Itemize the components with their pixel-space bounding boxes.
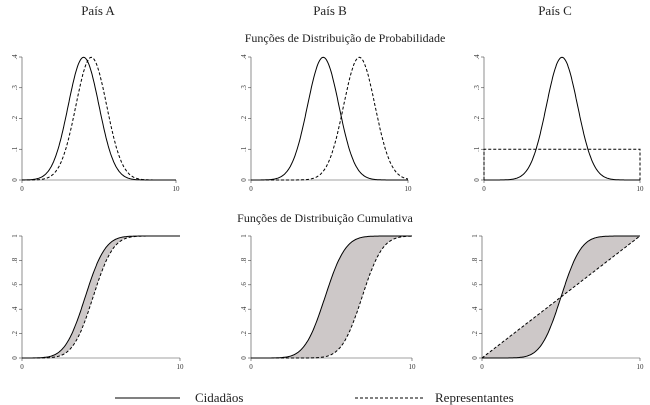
panel-1: 0 .1 .2 .3 .4 0 10 bbox=[11, 54, 180, 193]
y-tick-label: 0 bbox=[240, 178, 248, 182]
x-tick-label: 0 bbox=[482, 185, 486, 193]
x-tick-label: 0 bbox=[249, 185, 253, 193]
cdf-gap-area bbox=[22, 236, 180, 358]
cdf-gap-area bbox=[251, 236, 412, 358]
series-cidadaos bbox=[21, 56, 176, 181]
y-tick-label: .4 bbox=[473, 54, 481, 60]
y-tick-label: .4 bbox=[471, 306, 479, 312]
column-title-c: País C bbox=[538, 3, 572, 18]
panel-5: 0.2.4.6.810 10 bbox=[240, 234, 416, 371]
y-tick-label: .2 bbox=[471, 330, 479, 336]
x-tick-label: 0 bbox=[480, 363, 484, 371]
row-title-pdf: Funções de Distribuição de Probabilidade bbox=[245, 31, 446, 45]
y-tick-label: 0 bbox=[471, 356, 479, 360]
x-tick-label: 0 bbox=[20, 185, 24, 193]
y-tick-label: 1 bbox=[471, 234, 479, 238]
y-tick-label: .4 bbox=[11, 306, 19, 312]
panel-2: 0 .1 .2 .3 .4 0 10 bbox=[240, 54, 412, 193]
y-tick-label: 1 bbox=[240, 234, 248, 238]
y-tick-label: .2 bbox=[240, 115, 248, 121]
panels: 0.1.2.3.40 100.1.2.3.40 100.1.2.3.40 100.2.… bbox=[11, 54, 644, 371]
y-tick-label: 0 bbox=[11, 356, 19, 360]
x-tick-label: 0 bbox=[249, 363, 253, 371]
y-tick-label: .2 bbox=[240, 330, 248, 336]
y-tick-label: 0 bbox=[473, 178, 481, 182]
series-cidadaos bbox=[251, 56, 408, 181]
series-representantes bbox=[483, 148, 641, 180]
x-tick-label: 10 bbox=[173, 185, 181, 193]
x-tick-label: 10 bbox=[409, 363, 417, 371]
y-tick-label: 0 bbox=[240, 356, 248, 360]
series-cidadaos bbox=[251, 235, 412, 359]
legend-solid-label: Cidadãos bbox=[195, 390, 243, 405]
row-title-cdf: Funções de Distribuição Cumulativa bbox=[237, 211, 413, 225]
y-tick-label: .1 bbox=[11, 146, 19, 152]
series-representantes bbox=[251, 56, 409, 181]
y-tick-label: .8 bbox=[471, 257, 479, 263]
y-tick-label: 0 bbox=[11, 178, 19, 182]
column-title-a: País A bbox=[81, 3, 115, 18]
x-tick-label: 10 bbox=[637, 363, 645, 371]
x-tick-label: 10 bbox=[405, 185, 413, 193]
y-tick-label: .6 bbox=[471, 282, 479, 288]
y-tick-label: .6 bbox=[240, 282, 248, 288]
panel-3: 0 .1 .2 .3 .4 0 10 bbox=[473, 54, 644, 193]
series-cidadaos bbox=[484, 56, 640, 181]
x-tick-label: 0 bbox=[20, 363, 24, 371]
y-tick-label: .2 bbox=[11, 115, 19, 121]
y-tick-label: .2 bbox=[473, 115, 481, 121]
y-tick-label: .4 bbox=[240, 306, 248, 312]
series-cidadaos bbox=[482, 235, 640, 359]
panel-6: 0.2.4.6.810 10 bbox=[471, 234, 644, 371]
series-cidadaos bbox=[22, 235, 180, 359]
series-representantes bbox=[22, 56, 176, 181]
y-tick-label: .2 bbox=[11, 330, 19, 336]
y-tick-label: .6 bbox=[11, 282, 19, 288]
y-tick-label: .4 bbox=[240, 54, 248, 60]
y-tick-label: .1 bbox=[240, 146, 248, 152]
y-tick-label: .3 bbox=[11, 85, 19, 91]
y-tick-label: .1 bbox=[473, 146, 481, 152]
y-tick-label: 1 bbox=[11, 234, 19, 238]
series-representantes bbox=[481, 235, 641, 359]
x-tick-label: 10 bbox=[637, 185, 645, 193]
y-tick-label: .4 bbox=[11, 54, 19, 60]
y-tick-label: .8 bbox=[11, 257, 19, 263]
y-tick-label: .8 bbox=[240, 257, 248, 263]
panel-4: 0.2.4.6.810 10 bbox=[11, 234, 184, 371]
column-title-b: País B bbox=[313, 3, 347, 18]
x-tick-label: 10 bbox=[177, 363, 185, 371]
y-tick-label: .3 bbox=[240, 85, 248, 91]
y-tick-label: .3 bbox=[473, 85, 481, 91]
legend-dashed-label: Representantes bbox=[435, 390, 514, 405]
series-representantes bbox=[22, 235, 180, 359]
